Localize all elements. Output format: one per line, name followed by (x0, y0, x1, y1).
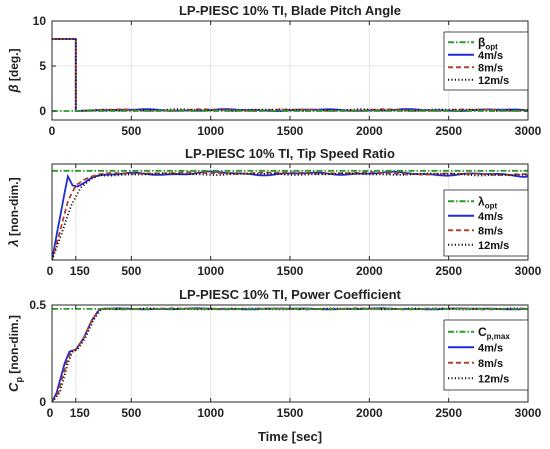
x-tick-label: 1500 (277, 406, 304, 420)
chart-title: LP-PIESC 10% TI, Tip Speed Ratio (185, 146, 395, 161)
y-tick-label: 10 (33, 14, 47, 28)
y-axis-label: Cp [non-dim.] (6, 315, 24, 392)
legend-label: 12m/s (478, 240, 509, 252)
x-tick-label: 2000 (356, 264, 383, 278)
legend-label: 4m/s (478, 342, 503, 354)
legend-box (443, 189, 529, 257)
y-axis-unit: [non-dim.] (7, 177, 21, 239)
y-axis-symbol: λ (6, 239, 21, 247)
legend-label: 8m/s (478, 225, 503, 237)
x-tick-label: 2500 (435, 406, 462, 420)
x-tick-label: 1000 (197, 264, 224, 278)
legend-symbol: β (478, 35, 485, 49)
series-line-4ms (52, 170, 528, 261)
chart-title: LP-PIESC 10% TI, Power Coefficient (179, 287, 401, 302)
legend-label: 8m/s (478, 62, 503, 74)
legend-symbol: λ (478, 194, 485, 208)
y-axis-label: β [deg.] (6, 48, 21, 93)
legend-label: 12m/s (478, 75, 509, 87)
x-tick-label: 1000 (197, 406, 224, 420)
legend-box (443, 319, 529, 391)
y-axis-symbol: β (6, 84, 21, 93)
legend-label: λopt (478, 194, 497, 210)
y-axis-unit: [non-dim.] (7, 315, 21, 377)
x-tick-label: 2000 (356, 124, 383, 138)
series-line-8ms (52, 171, 528, 261)
subplot-3: 0 150 500 1000 1500 2000 2500 3000 0 0.5 LP-PIESC … (6, 287, 542, 420)
legend-label: 8m/s (478, 358, 503, 370)
x-tick-label: 1000 (197, 124, 224, 138)
y-tick-label: 5 (39, 59, 46, 73)
y-tick-label: 0.5 (29, 298, 46, 312)
x-tick-label: 0 (49, 124, 56, 138)
series-line-12ms (52, 307, 528, 403)
x-tick-label: 500 (121, 264, 141, 278)
x-tick-label: 2500 (435, 264, 462, 278)
x-tick-label: 150 (70, 406, 90, 420)
x-tick-label: 500 (121, 124, 141, 138)
legend-subscript: opt (485, 42, 498, 51)
x-axis-label: Time [sec] (258, 429, 322, 444)
x-tick-label: 2000 (356, 406, 383, 420)
x-tick-label: 1500 (277, 264, 304, 278)
legend-label: 4m/s (478, 50, 503, 62)
x-tick-label: 1500 (277, 124, 304, 138)
legend-subscript: opt (485, 201, 498, 210)
chart-title: LP-PIESC 10% TI, Blade Pitch Angle (179, 3, 401, 18)
legend-subscript: p,max (487, 332, 511, 341)
y-tick-label: 0 (39, 104, 46, 118)
x-tick-label: 3000 (515, 264, 542, 278)
legend-label: Cp,max (478, 325, 510, 341)
legend-label: 12m/s (478, 373, 509, 385)
legend-box (443, 31, 529, 91)
x-tick-label: 2500 (435, 124, 462, 138)
x-tick-label: 150 (70, 264, 90, 278)
x-tick-label: 3000 (515, 406, 542, 420)
legend-label: 4m/s (478, 211, 503, 223)
legend-label: βopt (478, 35, 498, 51)
legend-symbol: C (478, 325, 487, 339)
x-tick-label: 0 (47, 406, 54, 420)
y-axis-label: λ [non-dim.] (6, 177, 21, 247)
y-axis-unit: [deg.] (7, 48, 21, 84)
x-tick-label: 3000 (515, 124, 542, 138)
x-tick-label: 0 (47, 264, 54, 278)
subplot-2: 0 150 500 1000 1500 2000 2500 3000 LP-PIESC 10% … (6, 146, 542, 278)
subplot-1: 0 500 1000 1500 2000 2500 3000 0 5 10 LP-PIESC 10%… (6, 3, 542, 138)
y-axis-symbol: C (6, 382, 21, 392)
y-tick-label: 0 (39, 395, 46, 409)
y-axis-subscript: p (14, 377, 24, 383)
x-tick-label: 500 (121, 406, 141, 420)
